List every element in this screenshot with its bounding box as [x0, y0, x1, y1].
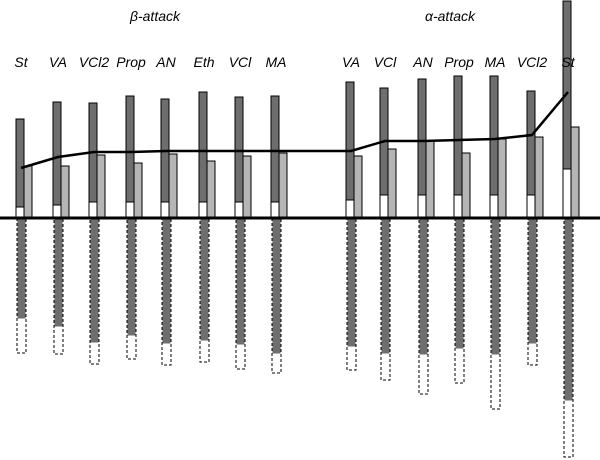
group-label-beta: β-attack: [129, 8, 181, 24]
upper-light-bar-alpha-5: [534, 136, 544, 219]
upper-light-bar-alpha-3: [461, 152, 471, 219]
upper-white-bar-alpha-4: [489, 194, 499, 219]
upper-light-bar-beta-2: [96, 154, 106, 219]
upper-dark-bar-alpha-4: [489, 75, 499, 196]
category-label-beta-3: Prop: [116, 54, 146, 70]
lower-bar-alpha-4: [491, 217, 500, 355]
group-label-alpha: α-attack: [425, 8, 476, 24]
upper-light-bar-alpha-6: [570, 126, 580, 219]
upper-dark-bar-beta-6: [234, 96, 244, 203]
upper-dark-bar-alpha-3: [453, 75, 463, 196]
upper-white-bar-beta-2: [88, 201, 98, 219]
lower-bar-beta-3: [127, 217, 136, 336]
upper-dark-bar-beta-0: [15, 118, 25, 208]
bars-layer: [15, 0, 580, 458]
upper-white-bar-beta-0: [15, 206, 25, 219]
upper-white-bar-beta-3: [125, 201, 135, 219]
lower-bar-alpha-0: [347, 217, 356, 347]
upper-dark-bar-alpha-0: [345, 81, 355, 201]
category-label-alpha-5: VCl2: [517, 54, 548, 70]
upper-dark-bar-alpha-6: [562, 0, 572, 170]
upper-light-bar-alpha-0: [353, 155, 363, 219]
trend-curve: [20, 91, 569, 170]
upper-light-bar-beta-1: [60, 165, 70, 219]
upper-white-bar-alpha-6: [562, 168, 572, 219]
category-label-alpha-4: MA: [485, 54, 506, 70]
upper-light-bar-alpha-2: [425, 140, 435, 219]
category-label-beta-4: AN: [155, 54, 176, 70]
upper-white-bar-beta-4: [160, 201, 170, 219]
upper-dark-bar-alpha-2: [417, 78, 427, 196]
upper-dark-bar-beta-5: [198, 91, 208, 203]
lower-bar-beta-6: [236, 217, 245, 345]
upper-white-bar-alpha-5: [526, 194, 536, 219]
lower-bar-alpha-2: [419, 217, 428, 355]
upper-white-bar-alpha-1: [379, 194, 389, 219]
labels-layer: St VA VCl2 Prop AN Eth VCl MA VA VCl AN Prop MA VCl2 S…: [14, 54, 575, 70]
upper-light-bar-alpha-4: [497, 138, 507, 219]
lower-bar-beta-0: [17, 217, 26, 319]
upper-dark-bar-alpha-5: [526, 90, 536, 196]
upper-dark-bar-beta-7: [270, 95, 280, 203]
lower-bar-beta-7: [272, 217, 281, 354]
upper-light-bar-alpha-1: [387, 148, 397, 219]
lower-bar-alpha-1: [381, 217, 390, 354]
upper-white-bar-alpha-3: [453, 194, 463, 219]
category-label-alpha-2: AN: [412, 54, 433, 70]
upper-light-bar-beta-5: [206, 160, 216, 219]
category-label-beta-1: VA: [49, 54, 67, 70]
category-label-beta-6: VCl: [229, 54, 252, 70]
upper-white-bar-beta-6: [234, 201, 244, 219]
category-label-beta-5: Eth: [193, 54, 214, 70]
category-label-alpha-6: St: [561, 54, 575, 70]
category-label-beta-2: VCl2: [79, 54, 110, 70]
lower-bar-beta-5: [200, 217, 209, 341]
upper-white-bar-beta-7: [270, 201, 280, 219]
upper-dark-bar-beta-1: [52, 101, 62, 206]
upper-white-bar-beta-5: [198, 201, 208, 219]
lower-bar-beta-1: [54, 217, 63, 327]
lower-bar-alpha-6: [564, 217, 573, 401]
category-label-beta-0: St: [14, 54, 28, 70]
lower-bar-alpha-3: [455, 217, 464, 349]
lower-bar-alpha-5: [528, 217, 537, 344]
category-label-beta-7: MA: [266, 54, 287, 70]
upper-light-bar-beta-6: [242, 155, 252, 219]
lower-bar-beta-2: [90, 217, 99, 343]
lower-bar-beta-4: [162, 217, 171, 344]
category-label-alpha-1: VCl: [374, 54, 397, 70]
upper-light-bar-beta-7: [278, 152, 288, 219]
upper-white-bar-alpha-0: [345, 199, 355, 219]
upper-light-bar-beta-4: [168, 153, 178, 219]
upper-white-bar-alpha-2: [417, 194, 427, 219]
category-label-alpha-3: Prop: [444, 54, 474, 70]
upper-light-bar-beta-3: [133, 162, 143, 219]
upper-white-bar-beta-1: [52, 204, 62, 219]
category-label-alpha-0: VA: [342, 54, 360, 70]
upper-light-bar-beta-0: [23, 165, 33, 219]
upper-dark-bar-beta-3: [125, 95, 135, 203]
